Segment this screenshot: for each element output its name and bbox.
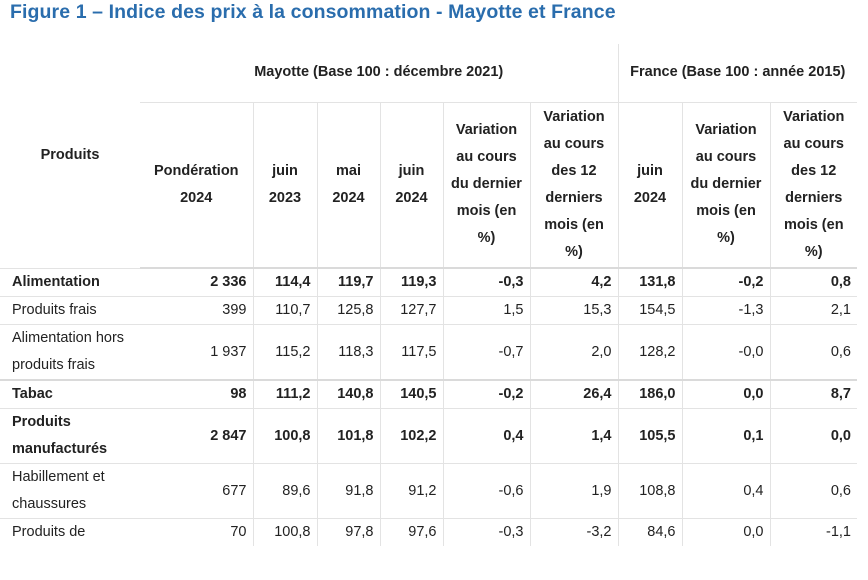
- table-cell: 131,8: [617, 267, 682, 297]
- table-cell: -1,1: [769, 518, 857, 546]
- row-label: Tabac: [0, 379, 140, 409]
- table-row: Alimentation hors produits frais 1 937 115…: [0, 324, 857, 380]
- table-cell: 70: [140, 518, 253, 546]
- header-variation-12-mois: Variation au cours des 12 derniers mois …: [529, 101, 618, 269]
- table-cell: -0,6: [442, 463, 530, 519]
- table-row: Tabac 98 111,2 140,8 140,5 -0,2 26,4 186,0 0,0 8,…: [0, 379, 857, 409]
- table-cell: 8,7: [769, 379, 857, 409]
- table-cell: 0,0: [681, 379, 770, 409]
- table-cell: 89,6: [252, 463, 317, 519]
- table-cell: 128,2: [617, 324, 682, 380]
- row-label: Produits manufacturés: [0, 408, 140, 464]
- table-cell: 0,6: [769, 463, 857, 519]
- table-cell: 0,0: [681, 518, 770, 546]
- table-cell: 84,6: [617, 518, 682, 546]
- table-cell: 140,5: [379, 379, 443, 409]
- table-cell: 118,3: [316, 324, 380, 380]
- header-group-mayotte: Mayotte (Base 100 : décembre 2021): [254, 64, 504, 81]
- table-cell: 101,8: [316, 408, 380, 464]
- table-cell: -0,3: [442, 518, 530, 546]
- table-row: Produits frais 399 110,7 125,8 127,7 1,5 15,3 1…: [0, 296, 857, 325]
- table-cell: 2 336: [140, 267, 253, 297]
- header-produits: Produits: [40, 147, 100, 164]
- table-cell: 186,0: [617, 379, 682, 409]
- table-row: Alimentation 2 336 114,4 119,7 119,3 -0,3 4,2 1…: [0, 267, 857, 297]
- table-cell: 154,5: [617, 296, 682, 325]
- row-label: Alimentation: [0, 267, 140, 297]
- table-cell: 0,0: [769, 408, 857, 464]
- table-cell: 100,8: [252, 408, 317, 464]
- table-cell: -0,0: [681, 324, 770, 380]
- table-cell: 15,3: [529, 296, 618, 325]
- row-label: Habillement et chaussures: [0, 463, 140, 519]
- table-cell: -0,2: [442, 379, 530, 409]
- row-label: Produits frais: [0, 296, 140, 325]
- table-cell: -0,3: [442, 267, 530, 297]
- table-cell: 111,2: [252, 379, 317, 409]
- table-cell: 108,8: [617, 463, 682, 519]
- header-ponderation: Pondération 2024: [140, 101, 253, 269]
- table-cell: 91,8: [316, 463, 380, 519]
- table-cell: -3,2: [529, 518, 618, 546]
- table-cell: 2 847: [140, 408, 253, 464]
- table-cell: -0,2: [681, 267, 770, 297]
- table-cell: 0,8: [769, 267, 857, 297]
- table-cell: 115,2: [252, 324, 317, 380]
- table-cell: 102,2: [379, 408, 443, 464]
- table-cell: 1,9: [529, 463, 618, 519]
- table-cell: 399: [140, 296, 253, 325]
- table-cell: 1,5: [442, 296, 530, 325]
- table-row: Produits manufacturés 2 847 100,8 101,8 102,…: [0, 408, 857, 464]
- figure-title: Figure 1 – Indice des prix à la consomma…: [10, 1, 616, 23]
- table-cell: -0,7: [442, 324, 530, 380]
- table-cell: 110,7: [252, 296, 317, 325]
- header-france-juin-2024: juin 2024: [617, 101, 682, 269]
- table-cell: 127,7: [379, 296, 443, 325]
- header-group-france: France (Base 100 : année 2015): [617, 44, 857, 102]
- table-cell: 1 937: [140, 324, 253, 380]
- table-cell: 1,4: [529, 408, 618, 464]
- header-france-variation-mois: Variation au cours du dernier mois (en %…: [681, 101, 770, 269]
- table-cell: 677: [140, 463, 253, 519]
- table-cell: 98: [140, 379, 253, 409]
- table-cell: 125,8: [316, 296, 380, 325]
- table-cell: 100,8: [252, 518, 317, 546]
- cpi-table: Produits Mayotte (Base 100 : décembre 20…: [0, 44, 857, 546]
- table-cell: 97,8: [316, 518, 380, 546]
- table-cell: 140,8: [316, 379, 380, 409]
- header-france-variation-12-mois: Variation au cours des 12 derniers mois …: [769, 101, 857, 269]
- table-cell: -1,3: [681, 296, 770, 325]
- table-cell: 114,4: [252, 267, 317, 297]
- table-cell: 0,6: [769, 324, 857, 380]
- header-mai-2024: mai 2024: [316, 101, 380, 269]
- header-variation-mois: Variation au cours du dernier mois (en %…: [442, 101, 530, 269]
- table-row: Produits de 70 100,8 97,8 97,6 -0,3 -3,2 84,6 0,…: [0, 518, 857, 546]
- table-cell: 2,1: [769, 296, 857, 325]
- header-juin-2024: juin 2024: [379, 101, 443, 269]
- table-cell: 105,5: [617, 408, 682, 464]
- table-cell: 97,6: [379, 518, 443, 546]
- table-cell: 119,3: [379, 267, 443, 297]
- row-label: Produits de: [0, 518, 140, 546]
- table-cell: 0,1: [681, 408, 770, 464]
- table-cell: 26,4: [529, 379, 618, 409]
- table-cell: 0,4: [442, 408, 530, 464]
- row-label: Alimentation hors produits frais: [0, 324, 140, 380]
- table-cell: 0,4: [681, 463, 770, 519]
- table-cell: 117,5: [379, 324, 443, 380]
- table-row: Habillement et chaussures 677 89,6 91,8 91,2…: [0, 463, 857, 519]
- table-cell: 2,0: [529, 324, 618, 380]
- table-cell: 4,2: [529, 267, 618, 297]
- header-juin-2023: juin 2023: [252, 101, 317, 269]
- table-cell: 91,2: [379, 463, 443, 519]
- table-cell: 119,7: [316, 267, 380, 297]
